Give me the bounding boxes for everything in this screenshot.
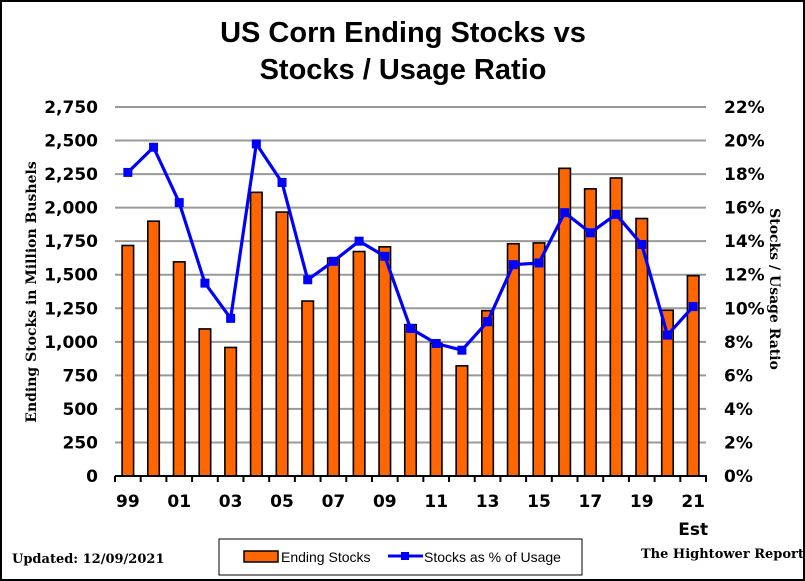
x-tick-label: 21 — [681, 492, 705, 512]
y-left-tick-label: 1,500 — [44, 266, 98, 286]
point-00 — [149, 142, 159, 152]
legend: Ending Stocks Stocks as % of Usage — [218, 538, 583, 576]
x-tick-label: 05 — [270, 492, 294, 512]
point-02 — [200, 278, 210, 288]
point-15 — [534, 258, 544, 268]
y-right-axis-title: Stocks / Usage Ratio — [766, 208, 782, 370]
point-01 — [174, 198, 184, 208]
y-right-tick-label: 16% — [724, 199, 765, 219]
bar-14 — [506, 242, 520, 477]
y-left-tick-label: 1,250 — [44, 299, 98, 319]
point-07 — [328, 256, 338, 266]
bar-06 — [301, 300, 315, 477]
y-left-tick-label: 750 — [63, 366, 99, 386]
y-left-tick-label: 0 — [86, 467, 98, 487]
y-left-tick-labels: 0 250 500 750 1,000 1,250 1,500 1,750 2,000 2,250… — [44, 98, 98, 487]
y-right-tick-label: 6% — [724, 366, 753, 386]
chart-title-line-1: US Corn Ending Stocks vs — [220, 17, 586, 49]
bar-18 — [609, 177, 623, 477]
y-left-tick-label: 250 — [63, 433, 99, 453]
updated-date-note: Updated: 12/09/2021 — [12, 552, 165, 567]
axes — [114, 475, 707, 482]
bar-03 — [224, 346, 238, 477]
bar-09 — [378, 246, 392, 477]
line-stocks-usage — [123, 139, 698, 355]
gridlines — [115, 106, 706, 444]
y-left-tick-label: 2,750 — [44, 98, 98, 118]
legend-label-stocks-usage: Stocks as % of Usage — [424, 549, 561, 565]
point-20 — [662, 330, 672, 340]
bar-02 — [198, 328, 212, 477]
y-left-tick-label: 1,000 — [44, 333, 98, 353]
point-19 — [637, 240, 647, 250]
x-tick-label: 07 — [322, 492, 346, 512]
point-03 — [226, 313, 236, 323]
y-right-tick-label: 14% — [724, 232, 765, 252]
point-09 — [380, 251, 390, 261]
point-17 — [585, 228, 595, 238]
y-left-tick-label: 500 — [63, 400, 99, 420]
bar-13 — [481, 309, 495, 477]
x-tick-label: 11 — [424, 492, 448, 512]
y-left-tick-label: 2,000 — [44, 199, 98, 219]
point-13 — [483, 317, 493, 327]
point-06 — [303, 275, 313, 285]
y-right-tick-label: 10% — [724, 299, 765, 319]
x-tick-labels: 99 01 03 05 07 09 11 13 15 17 19 21 Est — [116, 492, 708, 540]
y-right-tick-label: 2% — [724, 433, 753, 453]
point-10 — [406, 323, 415, 333]
bar-04 — [249, 191, 263, 477]
y-right-tick-label: 12% — [724, 266, 765, 286]
point-04 — [251, 139, 261, 149]
point-08 — [354, 236, 364, 246]
point-14 — [508, 260, 518, 270]
y-left-tick-label: 1,750 — [44, 232, 98, 252]
point-11 — [431, 338, 441, 348]
y-right-tick-label: 8% — [724, 333, 753, 353]
x-tick-label: 13 — [476, 492, 500, 512]
point-05 — [277, 177, 287, 187]
bar-12 — [455, 365, 469, 477]
bar-07 — [326, 257, 340, 477]
chart-title-line-2: Stocks / Usage Ratio — [260, 54, 547, 86]
y-right-tick-label: 18% — [724, 165, 765, 185]
x-tick-label: 15 — [527, 492, 551, 512]
x-sublabel-est: Est — [678, 520, 708, 540]
x-tick-label: 17 — [579, 492, 603, 512]
source-credit: The Hightower Report — [641, 547, 804, 562]
bar-05 — [275, 211, 289, 477]
x-tick-label: 09 — [373, 492, 397, 512]
bar-08 — [352, 250, 366, 477]
y-right-tick-label: 0% — [724, 467, 753, 487]
bar-10 — [403, 323, 418, 477]
bar-99 — [121, 244, 135, 477]
legend-swatch-ending-stocks — [243, 550, 279, 563]
y-right-tick-label: 4% — [724, 400, 753, 420]
point-18 — [611, 209, 621, 219]
x-tick-label: 19 — [630, 492, 654, 512]
bars-ending-stocks — [121, 167, 700, 477]
y-left-axis-title: Ending Stocks in Million Bushels — [24, 161, 40, 423]
point-16 — [560, 208, 570, 218]
bar-00 — [146, 220, 161, 477]
bar-01 — [172, 261, 186, 477]
x-tick-label: 03 — [219, 492, 243, 512]
y-left-tick-label: 2,500 — [44, 132, 98, 152]
x-tick-label: 99 — [116, 492, 140, 512]
x-tick-label: 01 — [167, 492, 191, 512]
legend-label-ending-stocks: Ending Stocks — [281, 549, 371, 565]
point-12 — [457, 345, 467, 355]
y-right-tick-label: 22% — [724, 98, 765, 118]
y-right-tick-labels: 0% 2% 4% 6% 8% 10% 12% 14% 16% 18% 20% 22% — [724, 98, 765, 487]
y-right-tick-label: 20% — [724, 132, 765, 152]
bar-11 — [429, 342, 443, 477]
bar-15 — [532, 242, 546, 477]
legend-marker-stocks-usage — [401, 552, 409, 560]
point-99 — [123, 167, 133, 177]
point-21 — [688, 302, 698, 312]
y-left-tick-label: 2,250 — [44, 165, 98, 185]
